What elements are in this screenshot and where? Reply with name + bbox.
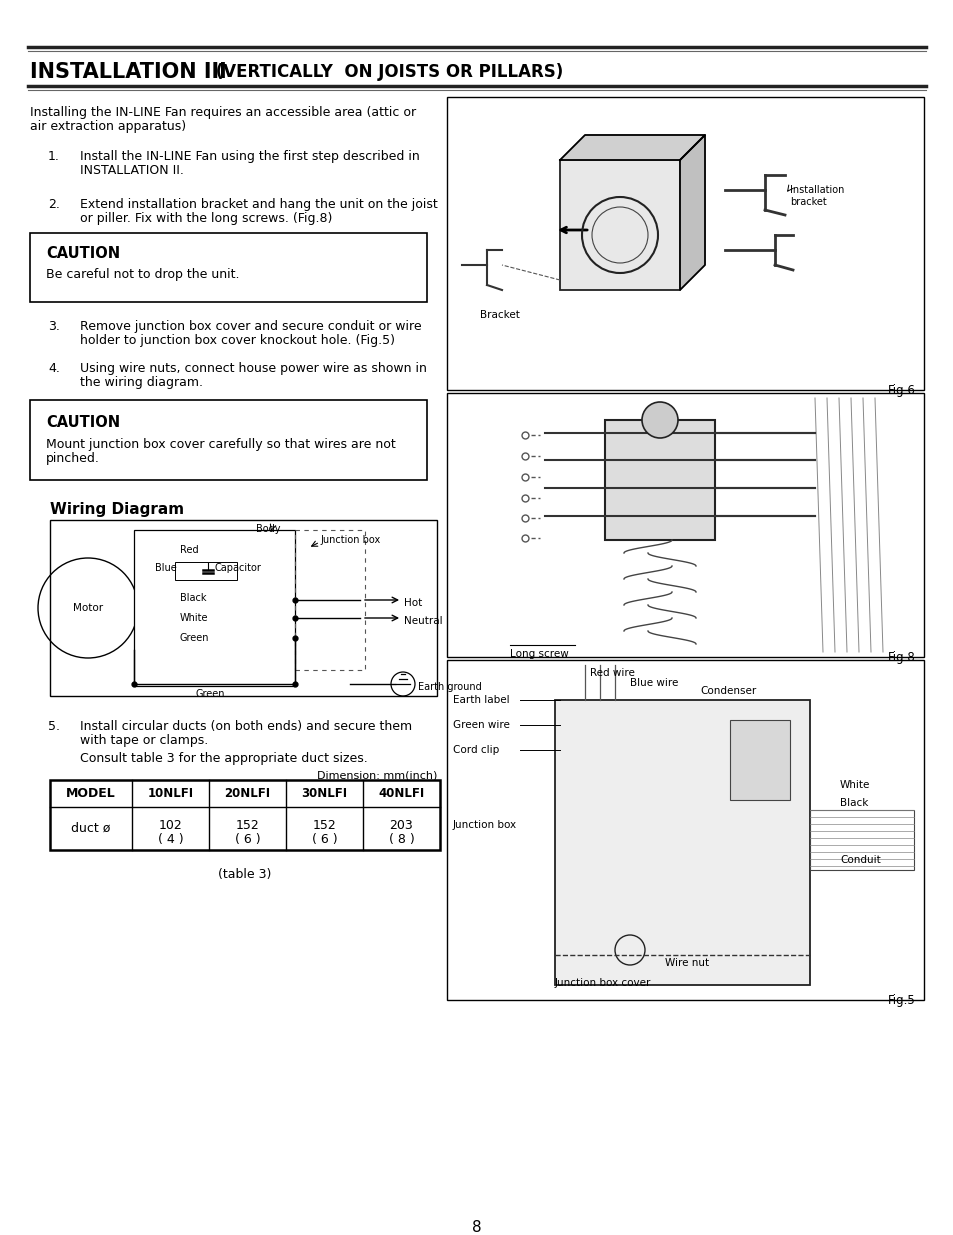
- Text: Green: Green: [180, 634, 210, 643]
- Polygon shape: [559, 135, 704, 161]
- Text: Neutral: Neutral: [403, 616, 442, 626]
- FancyBboxPatch shape: [559, 161, 679, 290]
- Text: Fig.6: Fig.6: [887, 384, 915, 396]
- Text: Wire nut: Wire nut: [664, 958, 708, 968]
- Text: ( 4 ): ( 4 ): [157, 832, 183, 846]
- Text: air extraction apparatus): air extraction apparatus): [30, 120, 186, 133]
- Text: Capacitor: Capacitor: [214, 563, 262, 573]
- Text: holder to junction box cover knockout hole. (Fig.5): holder to junction box cover knockout ho…: [80, 333, 395, 347]
- Text: 152: 152: [313, 819, 336, 832]
- Text: Body: Body: [255, 524, 280, 534]
- Text: Using wire nuts, connect house power wire as shown in: Using wire nuts, connect house power wir…: [80, 362, 426, 375]
- Text: 4.: 4.: [48, 362, 60, 375]
- Text: with tape or clamps.: with tape or clamps.: [80, 734, 208, 747]
- Text: Junction box: Junction box: [453, 820, 517, 830]
- Text: 203: 203: [389, 819, 413, 832]
- Text: Condenser: Condenser: [700, 685, 756, 697]
- Polygon shape: [679, 135, 704, 290]
- Text: INSTALLATION III: INSTALLATION III: [30, 62, 227, 82]
- Text: 8: 8: [472, 1220, 481, 1235]
- FancyBboxPatch shape: [50, 520, 436, 697]
- Circle shape: [641, 403, 678, 438]
- Text: Install the IN-LINE Fan using the first step described in: Install the IN-LINE Fan using the first …: [80, 149, 419, 163]
- Text: 5.: 5.: [48, 720, 60, 734]
- Text: Install circular ducts (on both ends) and secure them: Install circular ducts (on both ends) an…: [80, 720, 412, 734]
- Text: 2.: 2.: [48, 198, 60, 211]
- Text: Green: Green: [195, 689, 225, 699]
- Text: Blue wire: Blue wire: [629, 678, 678, 688]
- Text: CAUTION: CAUTION: [46, 415, 120, 430]
- Text: Junction box cover: Junction box cover: [555, 978, 651, 988]
- Text: 20NLFI: 20NLFI: [224, 787, 271, 800]
- Text: Conduit: Conduit: [840, 855, 880, 864]
- Text: Installing the IN-LINE Fan requires an accessible area (attic or: Installing the IN-LINE Fan requires an a…: [30, 106, 416, 119]
- Text: Cord clip: Cord clip: [453, 745, 498, 755]
- FancyBboxPatch shape: [555, 700, 809, 986]
- Text: Fig.8: Fig.8: [887, 651, 915, 664]
- Text: INSTALLATION II.: INSTALLATION II.: [80, 164, 184, 177]
- Text: 10NLFI: 10NLFI: [148, 787, 193, 800]
- Text: Hot: Hot: [403, 598, 422, 608]
- FancyBboxPatch shape: [133, 530, 294, 685]
- Text: 152: 152: [235, 819, 259, 832]
- Text: ( 6 ): ( 6 ): [312, 832, 337, 846]
- Text: Dimension: mm(inch): Dimension: mm(inch): [316, 769, 436, 781]
- Text: Mount junction box cover carefully so that wires are not: Mount junction box cover carefully so th…: [46, 438, 395, 451]
- Text: 3.: 3.: [48, 320, 60, 333]
- Text: Black: Black: [840, 798, 867, 808]
- FancyBboxPatch shape: [447, 659, 923, 1000]
- Text: ( 8 ): ( 8 ): [388, 832, 414, 846]
- Text: Be careful not to drop the unit.: Be careful not to drop the unit.: [46, 268, 239, 282]
- Text: Long screw: Long screw: [510, 650, 568, 659]
- Text: Bracket: Bracket: [479, 310, 519, 320]
- Text: Red wire: Red wire: [589, 668, 634, 678]
- Text: MODEL: MODEL: [66, 787, 115, 800]
- Text: Extend installation bracket and hang the unit on the joist: Extend installation bracket and hang the…: [80, 198, 437, 211]
- Text: CAUTION: CAUTION: [46, 246, 120, 261]
- Text: Earth ground: Earth ground: [417, 682, 481, 692]
- Text: Consult table 3 for the appropriate duct sizes.: Consult table 3 for the appropriate duct…: [80, 752, 367, 764]
- Text: 30NLFI: 30NLFI: [301, 787, 347, 800]
- Text: Wiring Diagram: Wiring Diagram: [50, 501, 184, 517]
- Text: 1.: 1.: [48, 149, 60, 163]
- FancyBboxPatch shape: [729, 720, 789, 800]
- FancyBboxPatch shape: [174, 562, 236, 580]
- Text: 40NLFI: 40NLFI: [378, 787, 424, 800]
- Text: Green wire: Green wire: [453, 720, 509, 730]
- FancyBboxPatch shape: [50, 781, 439, 850]
- Text: the wiring diagram.: the wiring diagram.: [80, 375, 203, 389]
- Text: White: White: [840, 781, 869, 790]
- FancyBboxPatch shape: [30, 400, 427, 480]
- FancyBboxPatch shape: [447, 393, 923, 657]
- Text: ( 6 ): ( 6 ): [234, 832, 260, 846]
- Text: or piller. Fix with the long screws. (Fig.8): or piller. Fix with the long screws. (Fi…: [80, 212, 332, 225]
- Text: Motor: Motor: [72, 603, 103, 613]
- FancyBboxPatch shape: [30, 233, 427, 303]
- Text: Black: Black: [180, 593, 206, 603]
- FancyBboxPatch shape: [447, 98, 923, 390]
- Text: pinched.: pinched.: [46, 452, 100, 466]
- Text: Installation
bracket: Installation bracket: [789, 185, 843, 206]
- Text: Red: Red: [180, 545, 198, 555]
- Bar: [294, 530, 365, 671]
- Text: duct ø: duct ø: [71, 823, 111, 835]
- Text: Blue: Blue: [154, 563, 176, 573]
- Text: Junction box: Junction box: [319, 535, 380, 545]
- Text: Fig.5: Fig.5: [887, 994, 915, 1007]
- Text: White: White: [180, 613, 209, 622]
- Text: (VERTICALLY  ON JOISTS OR PILLARS): (VERTICALLY ON JOISTS OR PILLARS): [210, 63, 562, 82]
- FancyBboxPatch shape: [604, 420, 714, 540]
- Text: Earth label: Earth label: [453, 695, 509, 705]
- Text: 102: 102: [158, 819, 182, 832]
- Text: (table 3): (table 3): [218, 868, 272, 881]
- Text: Remove junction box cover and secure conduit or wire: Remove junction box cover and secure con…: [80, 320, 421, 333]
